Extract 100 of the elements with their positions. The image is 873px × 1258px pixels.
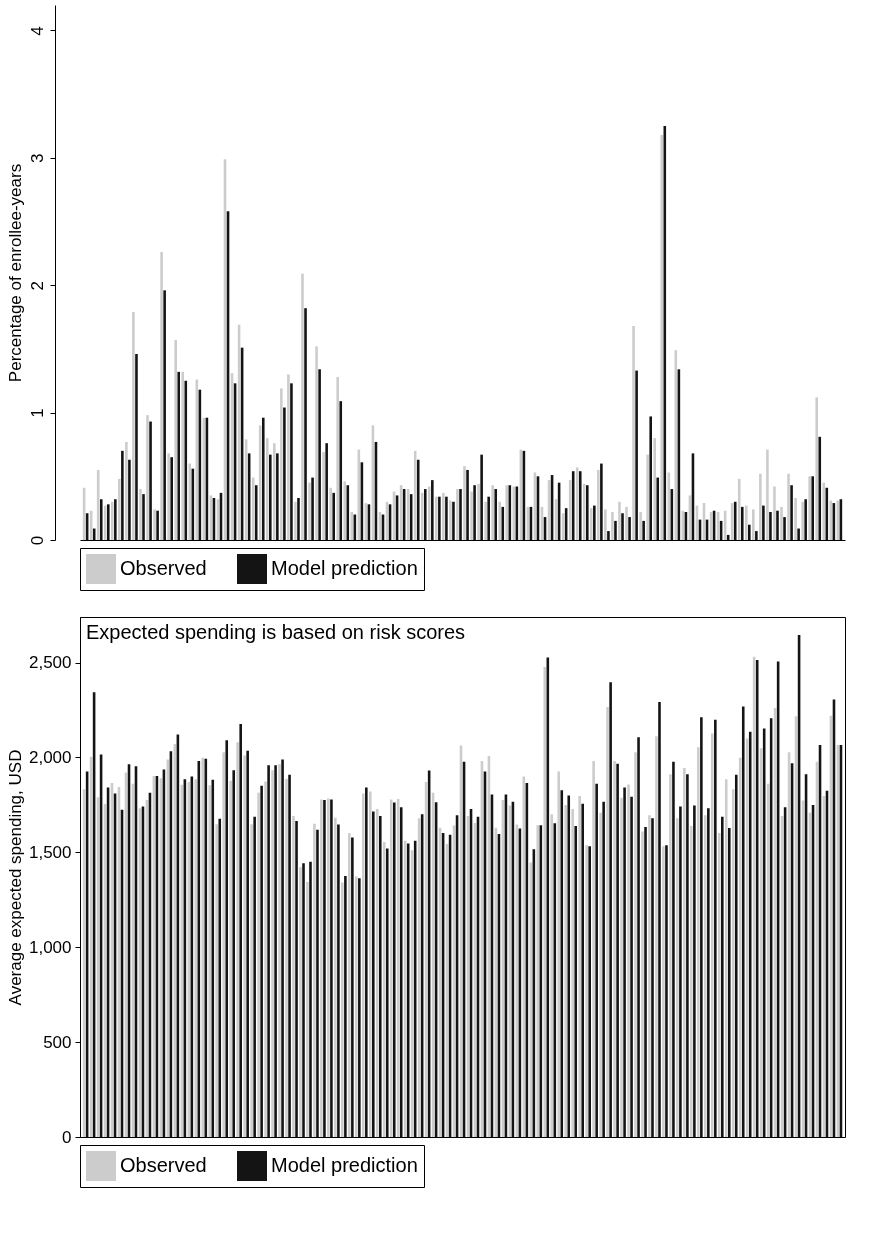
bar [264,781,267,1137]
y-axis-title: Percentage of enrollee-years [5,163,25,383]
y-tick-label: 2 [27,281,47,291]
bar [271,770,274,1137]
bar [686,774,689,1137]
bar [146,415,149,540]
bar [744,505,748,540]
bar [225,740,229,1137]
bar [741,706,745,1137]
bar [609,682,612,1137]
legend-label: Observed [120,557,207,579]
bar [348,832,351,1137]
bar [344,876,347,1137]
bar [181,371,185,540]
bar [676,818,679,1137]
bar [470,491,473,540]
bar [246,750,249,1137]
bar [267,765,270,1137]
bar [582,483,586,540]
bar [382,842,386,1137]
bar [232,770,236,1137]
bar [215,824,218,1137]
bar [690,825,693,1137]
bar [142,494,145,540]
bar [574,825,578,1137]
bar [445,496,448,540]
bar [269,454,272,540]
bar [368,791,372,1137]
bar [634,752,637,1137]
bar [644,826,647,1137]
bar [110,501,114,540]
bar [287,374,290,540]
bar [288,774,291,1137]
bar [308,482,311,540]
bar [427,486,431,540]
bar [385,848,389,1137]
bar [484,501,487,540]
bar [365,787,368,1137]
y-tick-label: 0 [27,535,47,546]
bar [759,473,762,540]
bar [773,486,776,540]
bar [274,765,277,1137]
bar [575,467,579,540]
bar [658,702,661,1137]
bar [375,809,379,1137]
bar [420,492,424,540]
bar [607,531,610,540]
bar [731,789,735,1137]
bar [170,457,173,540]
bar [627,784,630,1137]
bar [243,755,246,1137]
chart-title: Expected spending is based on risk scores [86,621,466,643]
bar [343,481,347,540]
bar [653,438,656,540]
bar [494,489,498,540]
bar [184,380,188,540]
bar [571,809,574,1137]
bar [236,742,239,1137]
bar [416,459,420,540]
bar [656,477,660,540]
bar [313,823,316,1137]
bar [315,346,318,540]
bar [311,477,314,540]
bar [208,785,212,1137]
bar [632,326,635,540]
y-axis-title: Average expected spending, USD [5,749,25,1006]
bar [635,370,638,540]
bar [790,485,793,540]
bar [660,134,664,540]
bar [265,438,269,540]
y-tick-label: 4 [27,26,47,36]
bar [623,787,626,1137]
bar [714,719,717,1137]
bar [822,482,826,540]
bar [257,792,260,1137]
bar [567,795,571,1137]
bar [693,805,696,1137]
bar [734,774,738,1137]
bar [346,485,350,540]
bar [748,524,751,540]
bar [276,453,279,540]
bar [621,513,624,540]
bar [762,505,765,540]
bar [766,449,769,540]
bar [595,783,598,1137]
y-tick-label: 500 [43,1032,72,1052]
bar [309,861,312,1137]
bar [254,485,258,540]
bar [261,417,265,540]
bar [697,747,700,1137]
bar [301,273,304,540]
bar [339,401,343,540]
bar [487,496,490,540]
bar [560,790,564,1137]
bar [322,452,325,540]
bar [118,478,121,540]
bar [442,492,445,540]
bar [683,767,686,1137]
bar [717,832,721,1137]
bar [229,780,232,1137]
